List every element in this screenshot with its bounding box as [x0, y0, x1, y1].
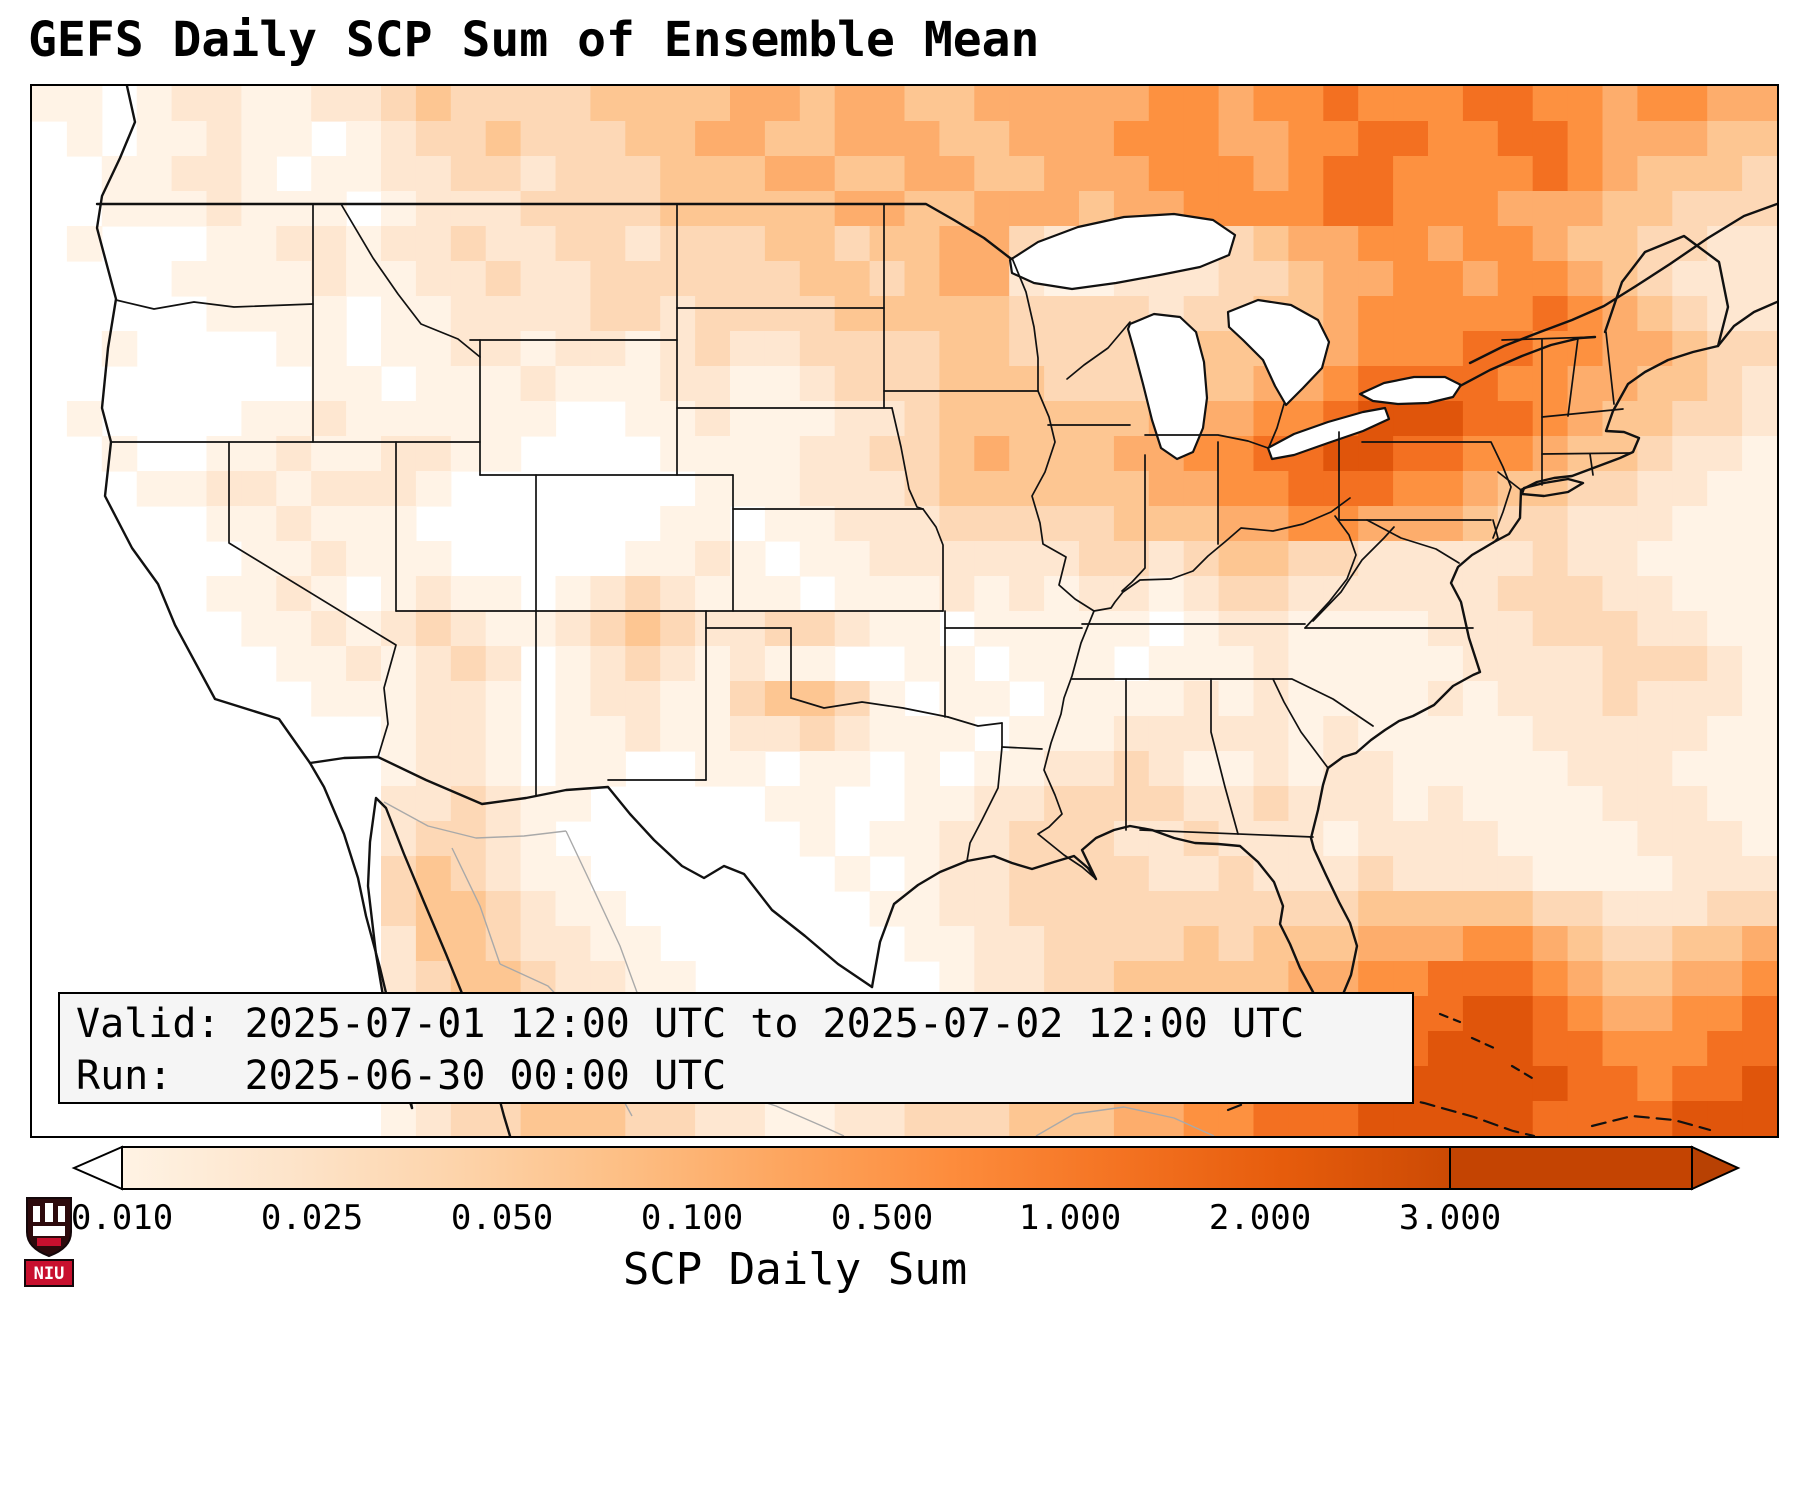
run-line: Run: 2025-06-30 00:00 UTC — [76, 1053, 727, 1099]
state-borders — [110, 203, 1632, 880]
colorbar-over-arrow — [1691, 1145, 1741, 1191]
lake-ontario — [1358, 375, 1463, 406]
colorbar-label: SCP Daily Sum — [622, 1244, 968, 1295]
lake-erie — [1266, 406, 1391, 461]
colorbar-tick-label: 0.100 — [640, 1198, 744, 1238]
great-lakes — [1008, 212, 1463, 461]
colorbar-tick-label: 0.500 — [830, 1198, 934, 1238]
colorbar-tick-label: 0.050 — [450, 1198, 554, 1238]
colorbar — [30, 1142, 1775, 1194]
colorbar-under-arrow — [71, 1145, 123, 1191]
colorbar-tick-label: 2.000 — [1208, 1198, 1312, 1238]
niu-castle-icon — [33, 1203, 65, 1246]
niu-logo-svg: NIU — [24, 1197, 74, 1287]
colorbar-svg — [71, 1145, 1741, 1191]
lake-huron — [1226, 298, 1331, 407]
bahamas — [1438, 1012, 1534, 1080]
niu-banner — [24, 1259, 74, 1287]
niu-logo: NIU — [24, 1196, 74, 1298]
colorbar-tick-labels: 0.010 0.025 0.050 0.100 0.500 1.000 2.000 3.000 — [0, 1198, 1803, 1242]
lake-michigan — [1126, 312, 1209, 461]
valid-run-info-box: Valid: 2025-07-01 12:00 UTC to 2025-07-0… — [58, 992, 1414, 1104]
colorbar-gradient-bar — [121, 1146, 1451, 1190]
chart-title: GEFS Daily SCP Sum of Ensemble Mean — [28, 12, 1040, 68]
colorbar-tick-label: 3.000 — [1398, 1198, 1502, 1238]
colorbar-extend-bar — [1449, 1146, 1693, 1190]
niu-text: NIU — [34, 1264, 65, 1284]
colorbar-tick-label: 0.025 — [260, 1198, 364, 1238]
colorbar-tick-label: 0.010 — [70, 1198, 174, 1238]
valid-line: Valid: 2025-07-01 12:00 UTC to 2025-07-0… — [76, 1001, 1305, 1047]
colorbar-tick-label: 1.000 — [1018, 1198, 1122, 1238]
lake-superior — [1008, 212, 1237, 291]
island-coast — [1590, 1114, 1712, 1132]
map-canvas: Valid: 2025-07-01 12:00 UTC to 2025-07-0… — [30, 84, 1779, 1138]
scp-heatmap-map — [32, 86, 1777, 1136]
